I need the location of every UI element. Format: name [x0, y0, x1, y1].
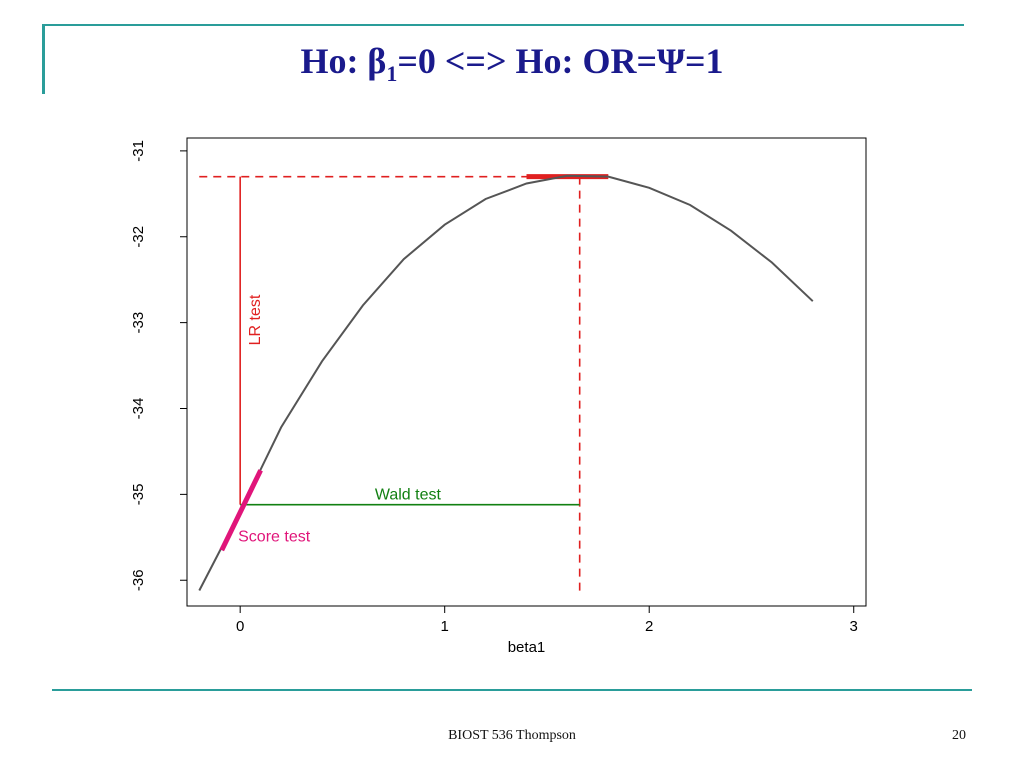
- slide-frame-top-rule: [42, 24, 964, 26]
- wald-test-label: Wald test: [375, 487, 442, 504]
- title-prefix: Ho: β: [300, 41, 387, 81]
- slide-footer-rule: [52, 689, 972, 691]
- x-tick-label: 0: [236, 618, 244, 635]
- footer-course-label: BIOST 536 Thompson: [448, 728, 576, 743]
- x-axis-label: beta1: [508, 639, 546, 656]
- loglik-curve: [198, 174, 814, 591]
- y-tick-label: -34: [130, 398, 147, 420]
- x-tick-label: 2: [645, 618, 653, 635]
- y-tick-label: -31: [130, 140, 147, 162]
- x-tick-label: 1: [441, 618, 449, 635]
- footer-page-number: 20: [952, 728, 966, 743]
- slide-title: Ho: β1=0 <=> Ho: OR=Ψ=1: [0, 40, 1024, 87]
- slide-frame-vertical-accent: [42, 24, 45, 94]
- title-subscript: 1: [386, 61, 398, 87]
- y-tick-label: -33: [130, 312, 147, 334]
- y-tick-label: -32: [130, 226, 147, 248]
- y-tick-label: -36: [130, 569, 147, 591]
- score-tangent-segment: [219, 469, 263, 552]
- title-suffix: =0 <=> Ho: OR=Ψ=1: [397, 41, 724, 81]
- lr-test-label: LR test: [247, 294, 264, 345]
- score-test-label: Score test: [238, 529, 311, 546]
- x-tick-label: 3: [850, 618, 858, 635]
- plot-frame: [186, 137, 867, 607]
- y-tick-label: -35: [130, 484, 147, 506]
